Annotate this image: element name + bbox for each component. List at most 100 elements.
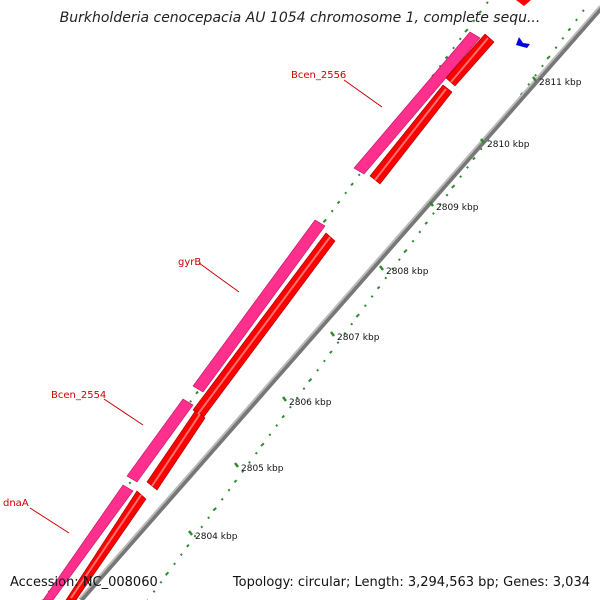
gc-tick bbox=[527, 83, 531, 86]
cds-reverse-arrow bbox=[516, 0, 531, 6]
gc-tick bbox=[207, 516, 211, 520]
gc-tick bbox=[350, 322, 354, 326]
ruler-label: 2804 kbp bbox=[195, 532, 238, 542]
gc-tick bbox=[466, 166, 469, 169]
gc-tick bbox=[336, 200, 341, 205]
ruler-label: 2807 kbp bbox=[337, 333, 380, 343]
ruler-tick bbox=[282, 396, 287, 402]
gc-tick bbox=[302, 387, 306, 391]
gc-tick bbox=[323, 359, 326, 363]
gc-tick bbox=[159, 580, 163, 584]
leader-line bbox=[198, 262, 240, 293]
ruler-label: 2808 kbp bbox=[386, 267, 429, 277]
small-feature-marker bbox=[516, 37, 530, 48]
gc-tick bbox=[357, 173, 361, 177]
gc-tick bbox=[179, 553, 183, 557]
gc-tick bbox=[193, 534, 197, 538]
gene-label: gyrB bbox=[178, 257, 201, 268]
gc-tick bbox=[254, 451, 258, 455]
gc-tick bbox=[418, 230, 422, 234]
cds-forward-block bbox=[126, 398, 194, 483]
gc-tick bbox=[472, 19, 476, 23]
ruler-tick bbox=[429, 201, 434, 207]
gene-label: Bcen_2556 bbox=[291, 70, 346, 81]
gc-tick bbox=[186, 543, 190, 548]
gc-tick bbox=[164, 571, 170, 576]
gene-label: dnaA bbox=[3, 498, 29, 509]
gc-tick bbox=[336, 341, 340, 344]
gc-tick bbox=[438, 202, 442, 206]
gc-tick bbox=[397, 258, 401, 262]
cds-forward-block bbox=[192, 219, 326, 393]
gc-tick bbox=[458, 37, 462, 41]
ruler-label: 2806 kbp bbox=[289, 398, 332, 408]
gc-tick bbox=[411, 239, 415, 243]
gc-tick bbox=[581, 9, 585, 13]
gene-labels: Bcen_2556 gyrB Bcen_2554 dnaA bbox=[3, 70, 383, 534]
gc-tick bbox=[370, 295, 374, 298]
ruler-label: 2810 kbp bbox=[487, 140, 530, 150]
ruler-tick bbox=[532, 76, 537, 82]
position-ruler: 2811 kbp 2810 kbp 2809 kbp 2808 kbp 2807 kbp… bbox=[188, 76, 582, 542]
gc-tick bbox=[241, 470, 245, 474]
gc-tick bbox=[445, 193, 449, 197]
forward-strand-track bbox=[42, 0, 527, 600]
gc-tick bbox=[424, 221, 429, 225]
gc-tick bbox=[343, 331, 347, 335]
leader-line bbox=[343, 79, 383, 108]
ruler-tick bbox=[480, 138, 485, 144]
ruler-tick bbox=[234, 462, 239, 468]
ruler-label: 2809 kbp bbox=[436, 203, 479, 213]
gc-tick bbox=[128, 481, 132, 485]
gc-tick bbox=[403, 248, 408, 254]
gc-tick bbox=[444, 55, 449, 60]
ruler-tick bbox=[330, 331, 335, 337]
gc-tick bbox=[275, 424, 279, 427]
gc-tick bbox=[384, 276, 388, 280]
ruler-tick bbox=[379, 265, 384, 271]
gc-tick bbox=[227, 488, 231, 492]
gc-tick bbox=[464, 28, 469, 33]
gc-tick bbox=[534, 73, 538, 77]
gc-tick bbox=[485, 1, 489, 5]
gc-tick bbox=[452, 46, 455, 50]
gc-tick bbox=[307, 378, 313, 383]
leader-line bbox=[29, 507, 70, 534]
gc-tick bbox=[561, 36, 565, 40]
cds-forward-block bbox=[42, 484, 134, 600]
gc-tick bbox=[322, 218, 327, 223]
gc-tick bbox=[189, 399, 193, 403]
gc-tick bbox=[438, 64, 442, 68]
ruler-label: 2805 kbp bbox=[241, 464, 284, 474]
leader-line bbox=[103, 398, 144, 426]
gc-tick bbox=[567, 27, 572, 32]
gc-tick bbox=[195, 390, 199, 395]
gc-tick bbox=[268, 433, 272, 437]
gc-tick bbox=[260, 442, 265, 447]
ruler-tick bbox=[188, 530, 193, 536]
gc-tick bbox=[451, 184, 456, 189]
gc-tick bbox=[363, 304, 367, 308]
backbone bbox=[79, 5, 600, 600]
gc-tick bbox=[391, 267, 394, 271]
gc-tick bbox=[281, 414, 285, 419]
gc-tick bbox=[248, 461, 251, 464]
gc-tick bbox=[478, 10, 482, 14]
map-title: Burkholderia cenocepacia AU 1054 chromos… bbox=[59, 10, 541, 26]
gene-label: Bcen_2554 bbox=[51, 390, 106, 401]
gc-tick bbox=[173, 562, 176, 566]
gc-tick bbox=[330, 209, 334, 213]
reverse-strand-track bbox=[65, 0, 531, 600]
gc-tick bbox=[554, 46, 558, 49]
cds-forward-block bbox=[353, 31, 481, 175]
gc-tick bbox=[479, 147, 483, 151]
gc-tick bbox=[288, 405, 292, 409]
gc-tick bbox=[344, 191, 348, 195]
gc-tick bbox=[316, 368, 320, 372]
gc-tick bbox=[350, 182, 354, 187]
gc-tick bbox=[220, 497, 224, 501]
accession-text: Accession: NC_008060 bbox=[10, 575, 158, 590]
gc-tick bbox=[376, 285, 381, 290]
gc-tick bbox=[459, 175, 463, 179]
